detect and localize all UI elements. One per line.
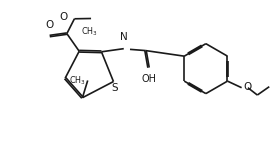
Text: O: O xyxy=(60,12,68,22)
Text: S: S xyxy=(111,83,118,93)
Text: CH$_3$: CH$_3$ xyxy=(81,25,98,38)
Text: O: O xyxy=(243,82,251,92)
Text: N: N xyxy=(120,32,128,42)
Text: OH: OH xyxy=(141,74,156,84)
Text: O: O xyxy=(46,20,54,30)
Text: CH$_3$: CH$_3$ xyxy=(69,74,86,87)
